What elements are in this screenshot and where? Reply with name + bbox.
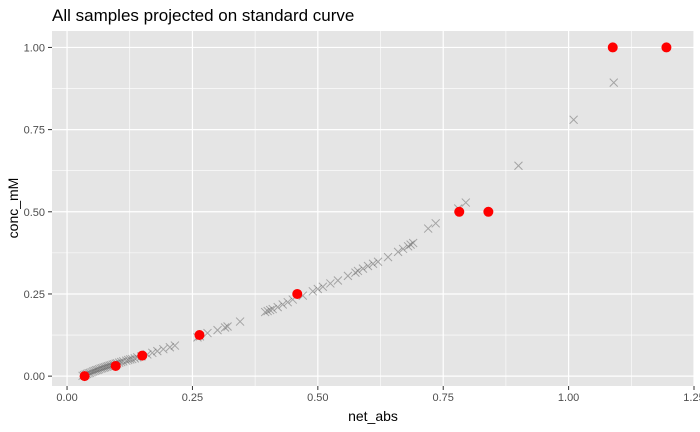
- sample-point: [333, 276, 343, 285]
- sample-point: [147, 348, 157, 358]
- sample-point: [351, 268, 360, 277]
- sample-point: [203, 328, 212, 338]
- sample-point: [268, 304, 278, 314]
- sample-point: [393, 247, 403, 257]
- standard-point: [454, 206, 465, 217]
- sample-point: [343, 271, 353, 281]
- sample-point: [121, 356, 131, 366]
- y-tick-label: 0.75: [24, 125, 45, 137]
- sample-point: [283, 297, 293, 307]
- sample-points: [78, 78, 619, 381]
- x-tick-label: 0.75: [433, 392, 454, 404]
- sample-point: [103, 361, 113, 371]
- x-axis-title: net_abs: [348, 408, 398, 424]
- axis-ticks: 0.00 0.25 0.50 0.75 1.00 1.25 0.00 0.25 0.50 0.75…: [24, 42, 700, 404]
- sample-point: [408, 238, 418, 248]
- sample-point: [373, 257, 383, 267]
- y-tick-label: 1.00: [24, 42, 45, 54]
- sample-point: [99, 363, 109, 372]
- sample-point: [220, 323, 230, 332]
- sample-point: [123, 355, 133, 365]
- sample-point: [213, 325, 222, 335]
- standard-point: [292, 288, 303, 299]
- standard-point: [137, 350, 148, 361]
- sample-point: [165, 342, 175, 352]
- sample-point: [383, 252, 393, 262]
- sample-point: [91, 365, 101, 375]
- standard-point: [661, 42, 672, 53]
- sample-point: [403, 241, 413, 251]
- sample-point: [118, 356, 128, 366]
- sample-point: [273, 302, 283, 312]
- sample-point: [265, 305, 275, 315]
- sample-point: [461, 198, 471, 207]
- standard-point: [110, 360, 121, 371]
- y-axis-title: conc_mM: [5, 178, 21, 239]
- x-tick-label: 0.50: [307, 392, 328, 404]
- x-tick-label: 0.00: [56, 392, 77, 404]
- sample-point: [88, 367, 98, 376]
- sample-point: [363, 261, 373, 271]
- sample-point: [398, 244, 408, 254]
- sample-point: [609, 78, 619, 87]
- standard-points: [79, 42, 672, 382]
- sample-point: [263, 306, 273, 316]
- sample-point: [368, 259, 378, 269]
- sample-point: [127, 354, 137, 364]
- sample-point: [235, 317, 245, 326]
- sample-point: [260, 307, 270, 317]
- sample-point: [423, 224, 433, 233]
- x-tick-label: 1.25: [683, 392, 700, 404]
- sample-point: [97, 363, 107, 373]
- sample-point: [93, 365, 102, 375]
- sample-point: [90, 366, 99, 376]
- sample-point: [358, 264, 368, 274]
- standard-point: [194, 330, 205, 341]
- sample-point: [313, 284, 323, 294]
- sample-point: [102, 362, 112, 371]
- sample-point: [326, 279, 335, 288]
- y-tick-label: 0.50: [24, 207, 45, 219]
- sample-point: [569, 115, 578, 125]
- y-tick-label: 0.00: [24, 371, 45, 383]
- standard-point: [79, 371, 90, 382]
- sample-point: [170, 341, 180, 350]
- sample-point: [223, 322, 232, 331]
- standard-point: [483, 206, 494, 217]
- standard-point: [607, 42, 618, 53]
- sample-point: [152, 346, 162, 356]
- sample-point: [308, 286, 318, 296]
- sample-point: [353, 266, 363, 276]
- y-tick-label: 0.25: [24, 289, 45, 301]
- chart-title: All samples projected on standard curve: [52, 6, 354, 25]
- sample-point: [158, 344, 168, 354]
- sample-point: [94, 364, 104, 374]
- sample-point: [318, 282, 328, 292]
- sample-point: [96, 364, 106, 373]
- sample-point: [278, 300, 288, 309]
- sample-point: [431, 218, 441, 228]
- sample-point: [514, 161, 523, 171]
- sample-point: [125, 355, 135, 364]
- x-tick-label: 1.00: [558, 392, 579, 404]
- sample-point: [406, 240, 415, 250]
- gridlines: [52, 31, 695, 386]
- plot-panel: [52, 31, 694, 386]
- sample-point: [100, 362, 110, 372]
- x-tick-label: 0.25: [182, 392, 203, 404]
